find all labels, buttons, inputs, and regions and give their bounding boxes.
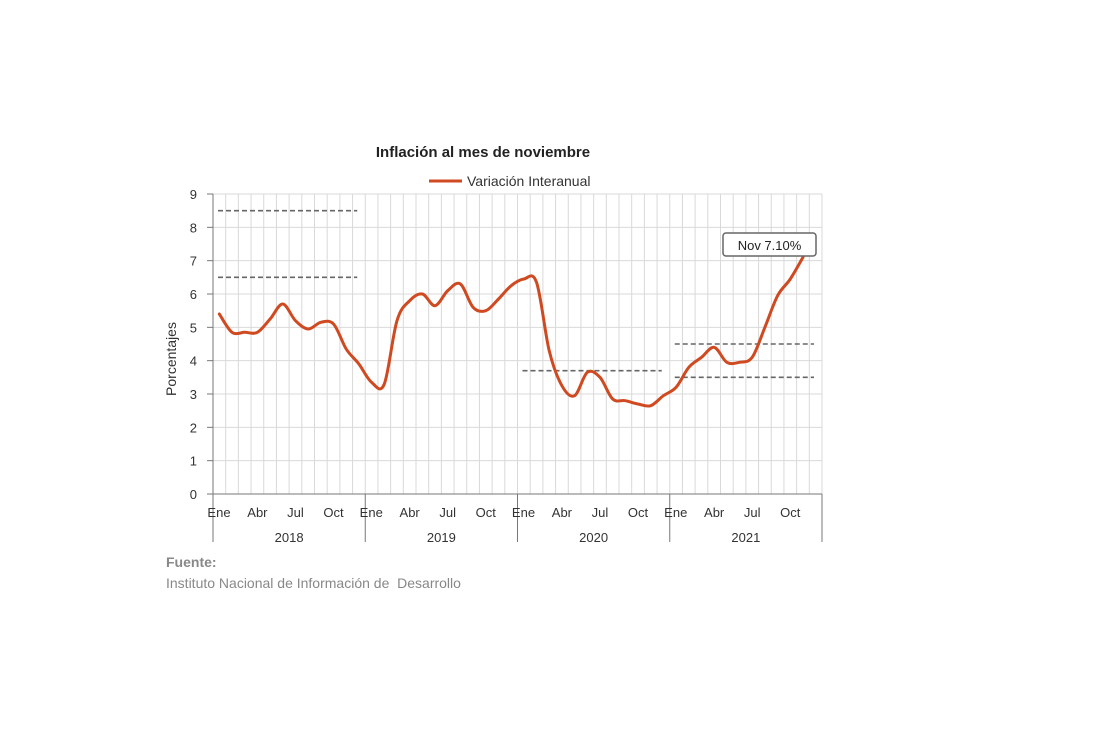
data-point <box>459 283 462 286</box>
y-tick-label: 4 <box>190 354 197 369</box>
data-point <box>649 404 652 407</box>
month-label: Abr <box>704 505 725 520</box>
data-point <box>713 346 716 349</box>
data-point <box>332 323 335 326</box>
data-point <box>383 383 386 386</box>
y-tick-label: 9 <box>190 187 197 202</box>
data-point <box>269 318 272 321</box>
data-point <box>370 381 373 384</box>
month-label: Oct <box>476 505 497 520</box>
year-label: 2020 <box>579 530 608 545</box>
month-label: Oct <box>323 505 344 520</box>
series-layer <box>217 255 805 408</box>
y-tick-label: 3 <box>190 387 197 402</box>
data-point <box>751 356 754 359</box>
data-point <box>497 298 500 301</box>
data-point <box>434 304 437 307</box>
data-point <box>395 319 398 322</box>
data-point <box>776 294 779 297</box>
year-label: 2019 <box>427 530 456 545</box>
data-point <box>307 328 310 331</box>
data-point <box>345 348 348 351</box>
data-point <box>484 309 487 312</box>
month-label: Oct <box>628 505 649 520</box>
y-tick-label: 6 <box>190 287 197 302</box>
source-label: Fuente: <box>166 554 217 570</box>
month-label: Ene <box>664 505 687 520</box>
annotation-label: Nov 7.10% <box>738 238 802 253</box>
data-point <box>738 361 741 364</box>
data-point <box>662 394 665 397</box>
month-label: Jul <box>439 505 456 520</box>
data-point <box>598 376 601 379</box>
y-axis-label: Porcentajes <box>163 322 179 396</box>
year-label: 2021 <box>731 530 760 545</box>
data-point <box>637 403 640 406</box>
month-label: Ene <box>512 505 535 520</box>
legend: Variación Interanual <box>429 173 590 189</box>
data-point <box>408 299 411 302</box>
data-point <box>243 331 246 334</box>
data-point <box>687 366 690 369</box>
data-point <box>573 394 576 397</box>
year-label: 2018 <box>275 530 304 545</box>
data-point <box>472 306 475 309</box>
data-point <box>421 293 424 296</box>
reference-lines <box>218 209 814 379</box>
month-label: Abr <box>247 505 268 520</box>
data-point <box>218 313 221 316</box>
month-label: Abr <box>400 505 421 520</box>
y-tick-label: 8 <box>190 220 197 235</box>
month-label: Oct <box>780 505 801 520</box>
series-line <box>217 255 805 408</box>
data-point <box>586 371 589 374</box>
data-point <box>535 281 538 284</box>
y-tick-label: 0 <box>190 487 197 502</box>
data-point <box>675 386 678 389</box>
month-label: Jul <box>592 505 609 520</box>
month-label: Ene <box>207 505 230 520</box>
month-label: Jul <box>287 505 304 520</box>
data-point <box>256 331 259 334</box>
source-text: Instituto Nacional de Información de Des… <box>166 575 461 591</box>
data-point <box>510 284 513 287</box>
labels: 0 1 2 3 4 5 6 7 8 9 2018 Ene Abr Jul Oct 2019 Ene Abr Jul O… <box>190 187 801 545</box>
data-point <box>294 319 297 322</box>
axes <box>207 193 823 542</box>
data-point <box>281 303 284 306</box>
data-point <box>231 331 234 334</box>
data-point <box>611 398 614 401</box>
data-point <box>725 361 728 364</box>
y-tick-label: 2 <box>190 420 197 435</box>
data-point <box>700 356 703 359</box>
month-label: Abr <box>552 505 573 520</box>
y-tick-label: 7 <box>190 254 197 269</box>
data-point <box>624 399 627 402</box>
data-point <box>357 363 360 366</box>
month-label: Ene <box>360 505 383 520</box>
data-point <box>560 384 563 387</box>
data-point <box>548 349 551 352</box>
month-label: Jul <box>744 505 761 520</box>
data-point <box>446 289 449 292</box>
chart-title: Inflación al mes de noviembre <box>375 144 591 161</box>
data-point <box>763 326 766 329</box>
annotation-box <box>722 232 817 257</box>
annotation: Nov 7.10% <box>722 232 817 257</box>
data-point <box>319 321 322 324</box>
y-tick-label: 5 <box>190 320 197 335</box>
y-tick-label: 1 <box>190 454 197 469</box>
data-point <box>789 278 792 281</box>
data-point <box>522 278 525 281</box>
legend-label: Variación Interanual <box>467 173 590 189</box>
